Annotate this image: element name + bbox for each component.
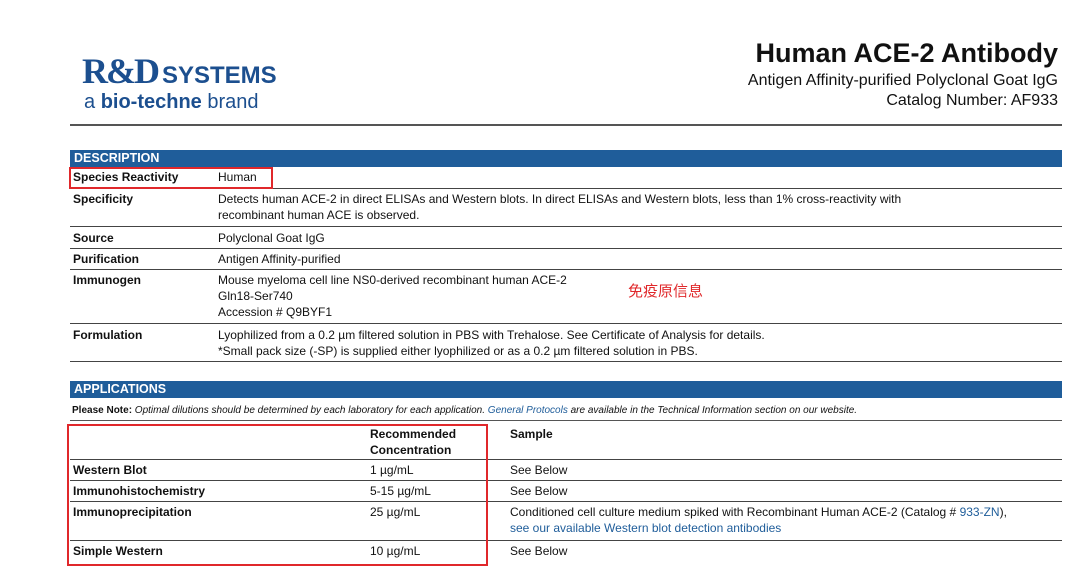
row-value: Human [218, 170, 257, 184]
page-title: Human ACE-2 Antibody [755, 38, 1059, 68]
table-row: Immunoprecipitation 25 µg/mL Conditioned c… [70, 502, 1062, 541]
header-divider [70, 124, 1062, 126]
note-divider [70, 420, 1062, 421]
description-heading: DESCRIPTION [70, 150, 1062, 167]
app-name: Immunohistochemistry [73, 484, 206, 498]
row-value: Mouse myeloma cell line NS0-derived reco… [218, 272, 1058, 320]
logo-rd: R&D [82, 51, 160, 91]
app-name: Western Blot [73, 463, 147, 477]
catalog-number: Catalog Number: AF933 [886, 92, 1058, 109]
app-conc: 25 µg/mL [370, 505, 421, 519]
value-line: Accession # Q9BYF1 [218, 305, 333, 319]
applications-note: Please Note: Optimal dilutions should be… [72, 405, 857, 416]
note-label: Please Note: [72, 405, 133, 416]
note-text: Optimal dilutions should be determined b… [132, 405, 488, 416]
row-value: Detects human ACE-2 in direct ELISAs and… [218, 191, 1058, 223]
highlight-box-applications [67, 424, 488, 566]
app-sample: See Below [510, 544, 568, 558]
app-name: Simple Western [73, 544, 163, 558]
tagline-a: a [84, 91, 101, 113]
desc-row-immunogen: Immunogen Mouse myeloma cell line NS0-der… [70, 270, 1062, 324]
row-label: Formulation [73, 328, 143, 342]
app-table-header: Recommended Concentration Sample [70, 424, 1062, 460]
value-line: *Small pack size (-SP) is supplied eithe… [218, 344, 698, 358]
table-row: Simple Western 10 µg/mL See Below [70, 541, 1062, 561]
logo-tagline: a bio-techne brand [84, 91, 259, 114]
highlight-box-species [69, 167, 273, 189]
col-conc-line: Concentration [370, 443, 452, 457]
table-row: Western Blot 1 µg/mL See Below [70, 460, 1062, 481]
western-blot-antibodies-link[interactable]: see our available Western blot detection… [510, 521, 782, 535]
subtitle: Antigen Affinity-purified Polyclonal Goa… [747, 72, 1058, 89]
desc-row-formulation: Formulation Lyophilized from a 0.2 µm fil… [70, 325, 1062, 362]
col-concentration: Recommended Concentration [370, 426, 456, 458]
col-conc-line: Recommended [370, 427, 457, 441]
sample-end: ), [999, 505, 1007, 519]
row-label: Source [73, 231, 114, 245]
app-conc: 1 µg/mL [370, 463, 414, 477]
row-label: Species Reactivity [73, 170, 179, 184]
app-sample: Conditioned cell culture medium spiked w… [510, 504, 1070, 536]
app-conc: 10 µg/mL [370, 544, 421, 558]
value-line: Lyophilized from a 0.2 µm filtered solut… [218, 328, 765, 342]
row-label: Immunogen [73, 273, 141, 287]
app-conc: 5-15 µg/mL [370, 484, 431, 498]
value-line: Mouse myeloma cell line NS0-derived reco… [218, 273, 567, 287]
row-value: Antigen Affinity-purified [218, 252, 341, 266]
logo-systems: SYSTEMS [161, 62, 277, 89]
table-row: Immunohistochemistry 5-15 µg/mL See Below [70, 481, 1062, 502]
note-tail: are available in the Technical Informati… [567, 405, 858, 416]
app-sample: See Below [510, 484, 568, 498]
catalog-link[interactable]: 933-ZN [959, 505, 1000, 519]
row-value: Polyclonal Goat IgG [218, 231, 325, 245]
row-value: Lyophilized from a 0.2 µm filtered solut… [218, 327, 1058, 359]
desc-row-specificity: Specificity Detects human ACE-2 in direct… [70, 189, 1062, 227]
row-label: Specificity [73, 192, 134, 206]
logo: R&D SYSTEMS [82, 50, 277, 92]
applications-heading: APPLICATIONS [70, 381, 1062, 398]
col-sample: Sample [510, 427, 553, 441]
value-line: Detects human ACE-2 in direct ELISAs and… [218, 192, 902, 206]
desc-row-species: Species Reactivity Human [70, 167, 1062, 189]
tagline-biotechne: bio-techne [100, 91, 202, 113]
value-line: Gln18-Ser740 [218, 289, 293, 303]
desc-row-source: Source Polyclonal Goat IgG [70, 228, 1062, 249]
desc-row-purification: Purification Antigen Affinity-purified [70, 249, 1062, 270]
value-line: recombinant human ACE is observed. [218, 208, 420, 222]
app-name: Immunoprecipitation [73, 505, 192, 519]
app-sample: See Below [510, 463, 568, 477]
row-label: Purification [73, 252, 140, 266]
tagline-brand: brand [201, 91, 259, 113]
annotation-immunogen: 免疫原信息 [628, 282, 704, 300]
sample-text: Conditioned cell culture medium spiked w… [510, 505, 960, 519]
general-protocols-link[interactable]: General Protocols [487, 405, 568, 416]
